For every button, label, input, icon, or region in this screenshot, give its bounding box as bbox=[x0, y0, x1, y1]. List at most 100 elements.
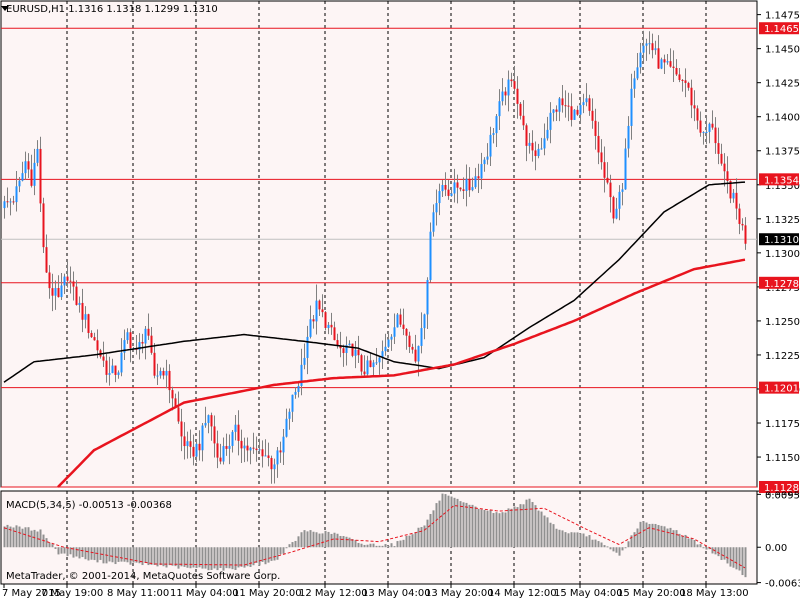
macd-bar bbox=[711, 547, 714, 554]
candle-body bbox=[684, 80, 687, 83]
level-price-label: 1.1278 bbox=[764, 279, 799, 290]
macd-bar bbox=[732, 547, 735, 568]
macd-bar bbox=[507, 508, 510, 548]
macd-bar bbox=[3, 526, 6, 548]
macd-bar bbox=[126, 547, 129, 563]
candle bbox=[723, 153, 726, 187]
macd-bar bbox=[246, 547, 249, 567]
macd-bar bbox=[369, 543, 372, 548]
candle bbox=[207, 414, 210, 434]
candle bbox=[384, 333, 387, 356]
candle-body bbox=[24, 161, 27, 174]
candle-body bbox=[741, 223, 744, 226]
candle bbox=[675, 59, 678, 76]
candle bbox=[693, 90, 696, 122]
candle-body bbox=[633, 78, 636, 89]
candle-body bbox=[228, 445, 231, 449]
candle bbox=[648, 31, 651, 55]
macd-bar bbox=[336, 533, 339, 548]
candle-body bbox=[597, 135, 600, 153]
x-tick-label: 8 May 11:00 bbox=[107, 588, 169, 599]
candle-body bbox=[282, 436, 285, 453]
macd-bar bbox=[651, 523, 654, 548]
candle-body bbox=[312, 319, 315, 322]
macd-bar bbox=[54, 547, 57, 549]
candle-body bbox=[642, 45, 645, 53]
candle-body bbox=[369, 360, 372, 368]
macd-bar bbox=[141, 547, 144, 566]
candle-body bbox=[342, 348, 345, 353]
macd-bar bbox=[660, 525, 663, 548]
macd-bar bbox=[270, 547, 273, 561]
candle-body bbox=[81, 302, 84, 320]
candle-body bbox=[249, 447, 252, 451]
macd-bar bbox=[60, 547, 63, 554]
macd-bar bbox=[312, 531, 315, 548]
macd-bar bbox=[420, 527, 423, 548]
candle bbox=[402, 308, 405, 336]
macd-bar bbox=[15, 525, 18, 548]
candle bbox=[408, 331, 411, 353]
candle bbox=[669, 48, 672, 68]
candle bbox=[744, 217, 747, 250]
macd-bar bbox=[741, 547, 744, 576]
macd-bar bbox=[93, 547, 96, 561]
macd-bar bbox=[159, 547, 162, 566]
candle bbox=[555, 105, 558, 121]
candle bbox=[15, 171, 18, 212]
candle-body bbox=[528, 142, 531, 146]
current-price-tag bbox=[759, 233, 799, 246]
candle bbox=[465, 164, 468, 207]
macd-bar bbox=[57, 547, 60, 555]
level-price-label: 1.1128 bbox=[764, 483, 799, 494]
candle bbox=[147, 313, 150, 341]
candle-body bbox=[657, 48, 660, 69]
macd-bar bbox=[84, 547, 87, 560]
y-tick-label: 1.1375 bbox=[765, 147, 800, 158]
macd-y-tick-label: -0.00635 bbox=[765, 579, 800, 590]
candle-body bbox=[216, 443, 219, 458]
candle-body bbox=[354, 349, 357, 356]
macd-bar bbox=[552, 524, 555, 548]
candle bbox=[48, 265, 51, 299]
candle bbox=[111, 358, 114, 374]
macd-bar bbox=[267, 547, 270, 563]
macd-bar bbox=[273, 547, 276, 561]
candle-body bbox=[93, 337, 96, 341]
candle bbox=[45, 234, 48, 274]
macd-bar bbox=[567, 533, 570, 548]
y-tick-label: 1.1400 bbox=[765, 113, 800, 124]
y-tick-label: 1.1450 bbox=[765, 45, 800, 56]
candle-body bbox=[561, 98, 564, 106]
macd-bar bbox=[528, 498, 531, 548]
macd-bar bbox=[474, 506, 477, 548]
candle bbox=[420, 312, 423, 354]
macd-bar bbox=[603, 545, 606, 548]
candle-body bbox=[552, 109, 555, 113]
macd-bar bbox=[36, 531, 39, 548]
candle-body bbox=[399, 314, 402, 325]
sma-slow-line bbox=[57, 258, 746, 488]
candle bbox=[60, 273, 63, 300]
candle bbox=[81, 288, 84, 333]
candle bbox=[315, 284, 318, 335]
candle bbox=[150, 327, 153, 355]
horizontal-levels bbox=[1, 27, 757, 488]
candle bbox=[684, 68, 687, 98]
macd-bar bbox=[174, 547, 177, 567]
candle bbox=[366, 355, 369, 376]
candle bbox=[213, 415, 216, 458]
candle-body bbox=[555, 109, 558, 112]
candle-body bbox=[405, 328, 408, 336]
x-tick-label: 11 May 04:00 bbox=[170, 588, 239, 599]
candle bbox=[690, 79, 693, 119]
candle bbox=[294, 387, 297, 399]
collapse-arrow-icon[interactable] bbox=[1, 6, 9, 11]
candle-body bbox=[183, 436, 186, 447]
candle bbox=[300, 348, 303, 396]
y-tick-label: 1.1425 bbox=[765, 79, 800, 90]
candle bbox=[726, 156, 729, 194]
macd-bar bbox=[330, 533, 333, 548]
candle-body bbox=[381, 351, 384, 358]
